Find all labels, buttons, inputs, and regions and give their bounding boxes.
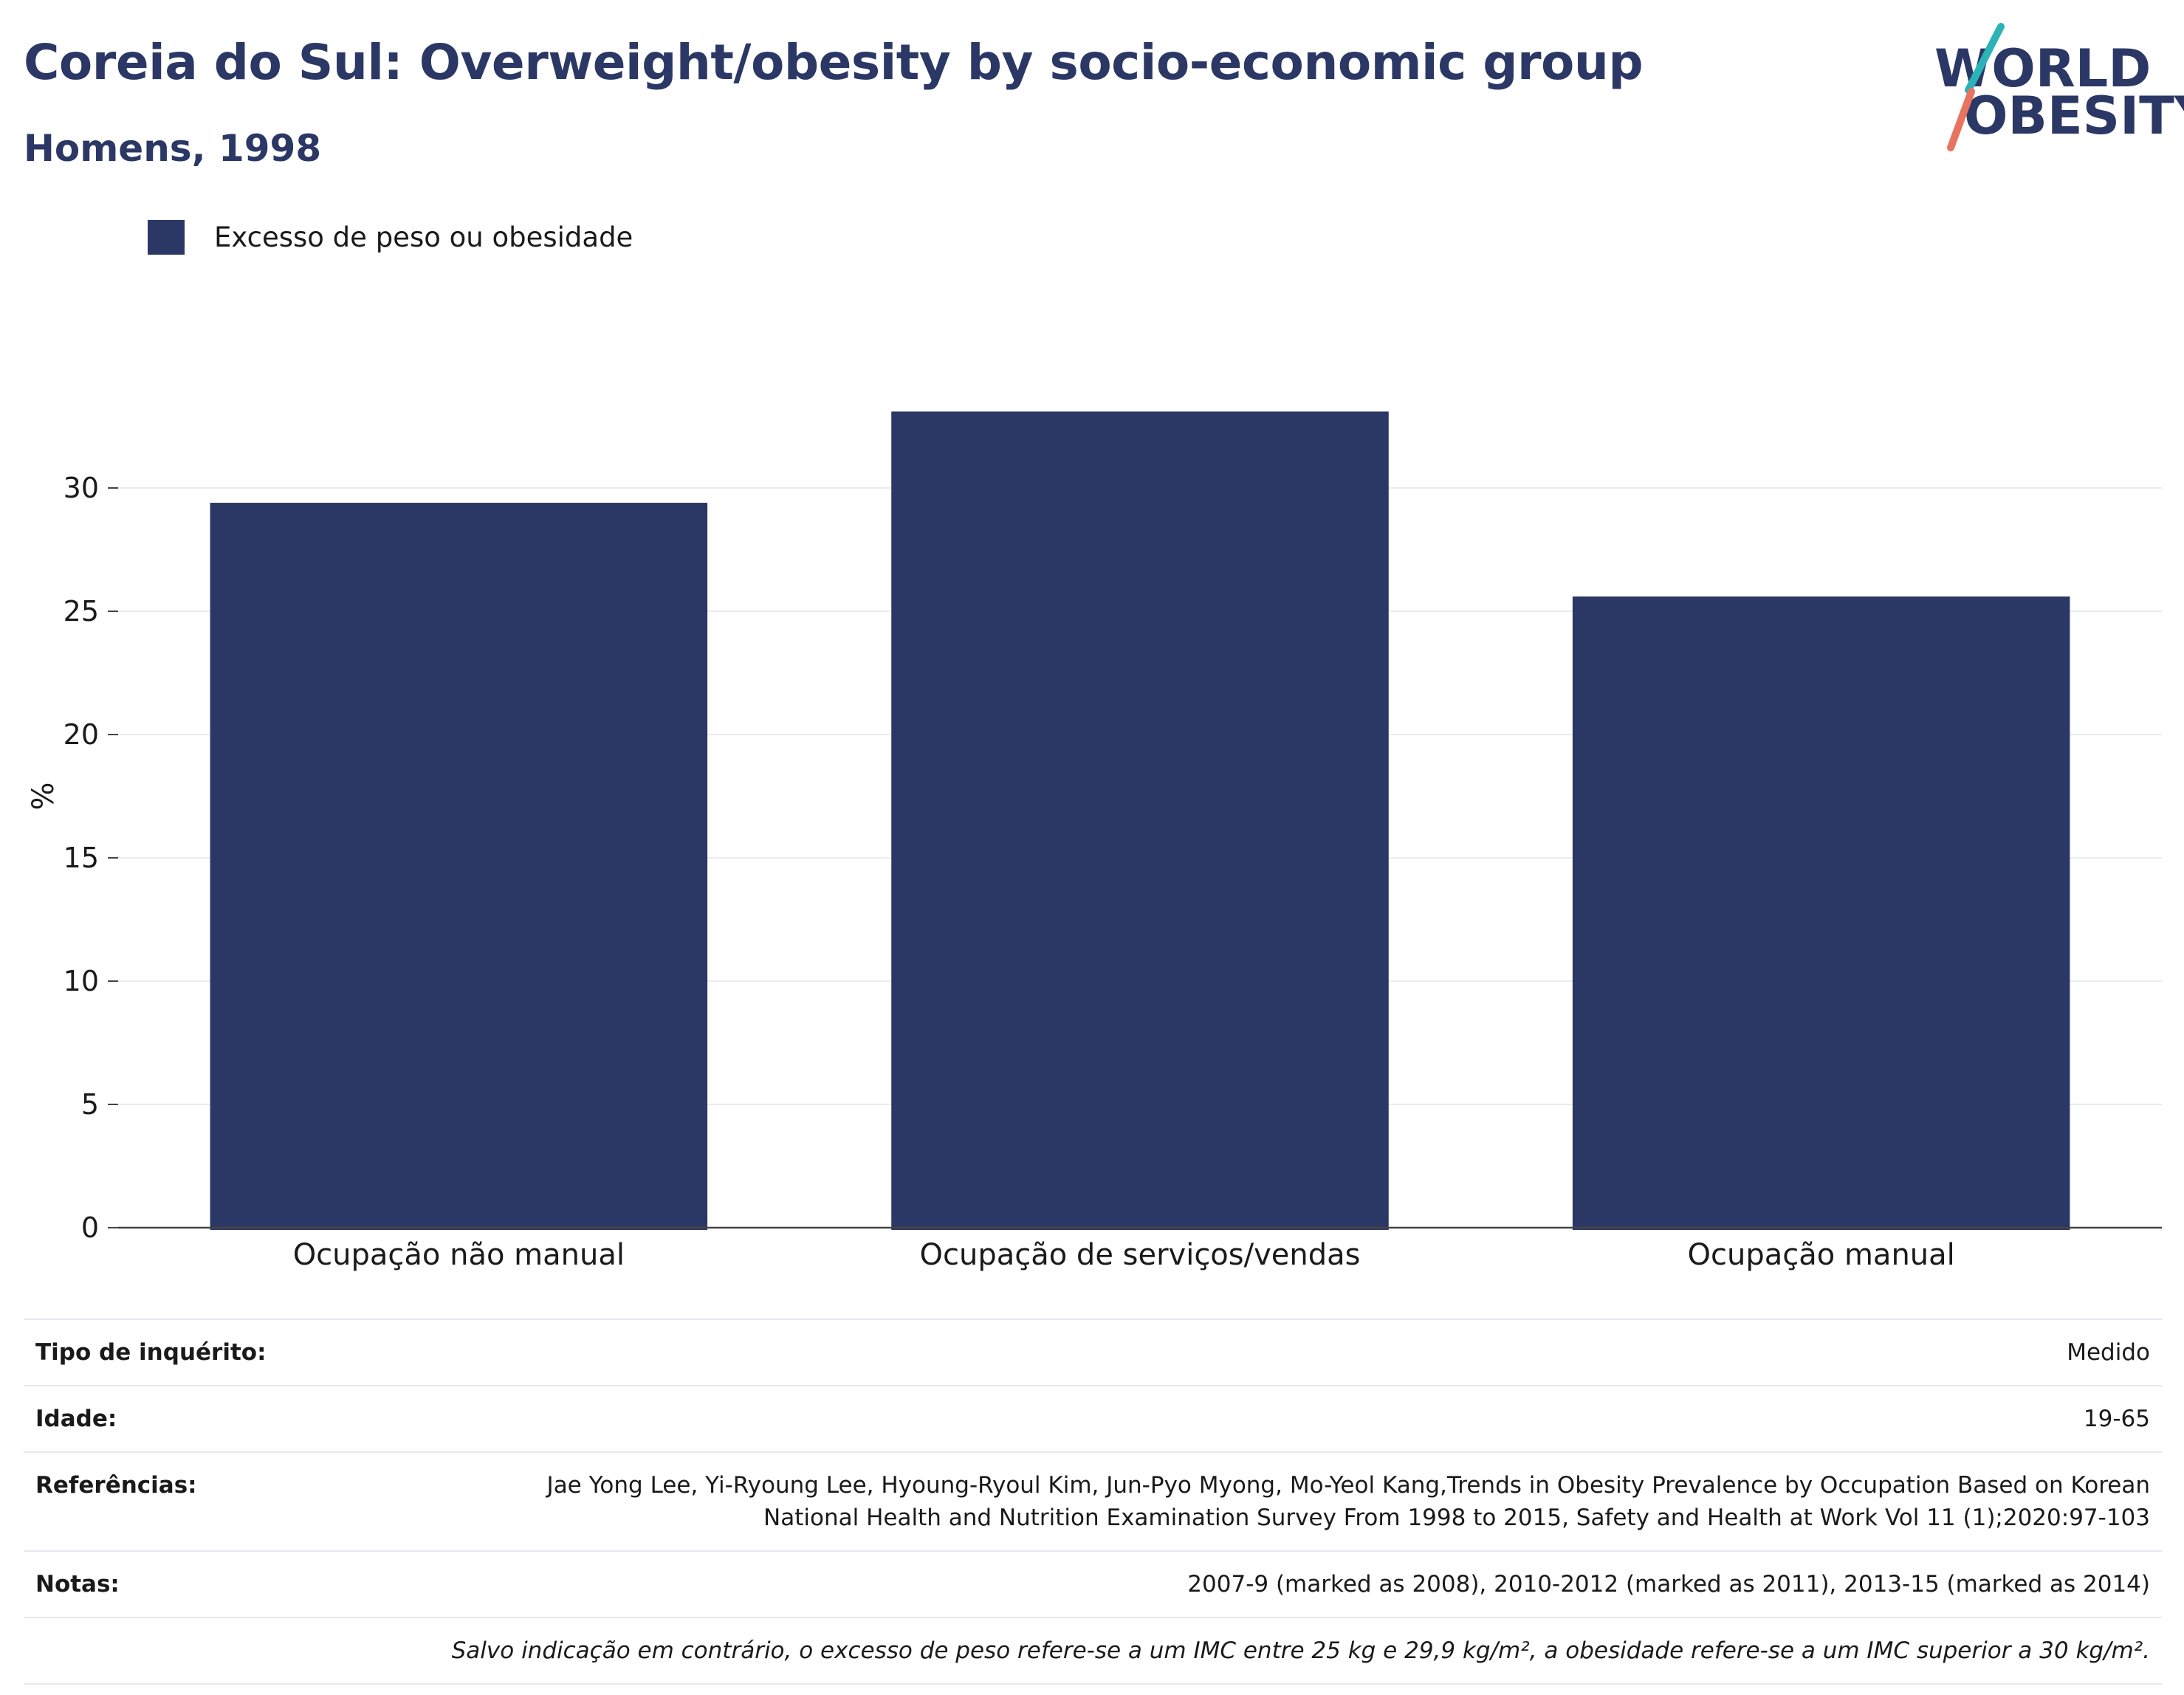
legend-swatch [148, 220, 185, 255]
bar [210, 503, 708, 1230]
metadata-table: Tipo de inquérito: Medido Idade: 19-65 R… [24, 1318, 2162, 1685]
y-axis-label: % [27, 782, 61, 810]
meta-value: 2007-9 (marked as 2008), 2010-2012 (mark… [1187, 1571, 2150, 1598]
meta-row-notes: Notas: 2007-9 (marked as 2008), 2010-201… [24, 1550, 2162, 1617]
y-tick-label: 15 [63, 842, 99, 874]
logo-slash-icon [1947, 23, 2005, 151]
logo-text-line2: OBESITY [1964, 86, 2184, 146]
legend-label: Excesso de peso ou obesidade [214, 221, 633, 253]
y-tick-label: 20 [63, 718, 99, 751]
meta-row-survey-type: Tipo de inquérito: Medido [24, 1318, 2162, 1385]
bar [1572, 596, 2070, 1230]
bar-chart: 0 5 10 15 20 25 30% Ocupação não manual Ocupação… [27, 411, 2162, 1272]
y-tick-label: 5 [81, 1088, 99, 1121]
legend: Excesso de peso ou obesidade [148, 220, 633, 255]
meta-key: Notas: [35, 1571, 120, 1598]
meta-key: Tipo de inquérito: [35, 1339, 267, 1366]
chart-subtitle: Homens, 1998 [24, 127, 322, 170]
meta-value: Medido [2067, 1339, 2150, 1366]
meta-value: 19-65 [2083, 1406, 2150, 1432]
meta-key: Referências: [35, 1472, 197, 1499]
meta-row-footnote: Salvo indicação em contrário, o excesso … [24, 1617, 2162, 1685]
y-tick-label: 0 [81, 1211, 99, 1244]
x-tick-label: Ocupação de serviços/vendas [920, 1238, 1361, 1272]
chart-title: Coreia do Sul: Overweight/obesity by soc… [24, 34, 1644, 91]
meta-row-age: Idade: 19-65 [24, 1385, 2162, 1451]
world-obesity-logo: WORLD OBESITY [1920, 22, 2184, 155]
meta-key: Idade: [35, 1406, 117, 1432]
meta-value: Jae Yong Lee, Yi-Ryoung Lee, Hyoung-Ryou… [546, 1472, 2150, 1531]
x-tick-label: Ocupação não manual [293, 1238, 625, 1272]
footnote: Salvo indicação em contrário, o excesso … [451, 1637, 2150, 1664]
y-tick-label: 30 [63, 472, 99, 504]
y-tick-label: 25 [63, 595, 99, 628]
meta-row-references: Referências: Jae Yong Lee, Yi-Ryoung Lee… [24, 1451, 2162, 1550]
bar [891, 411, 1389, 1231]
y-tick-label: 10 [63, 965, 99, 997]
x-tick-label: Ocupação manual [1688, 1238, 1955, 1272]
